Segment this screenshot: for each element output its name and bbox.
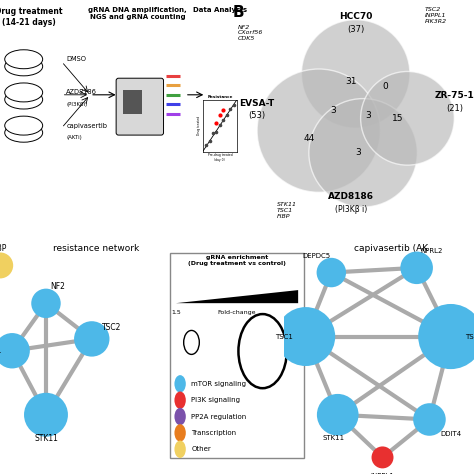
Circle shape [174, 392, 186, 409]
Polygon shape [176, 290, 298, 303]
Point [88, 335, 96, 343]
Circle shape [301, 20, 410, 128]
Circle shape [361, 72, 454, 165]
Text: NF2
CXorf56
CDK5: NF2 CXorf56 CDK5 [237, 25, 263, 41]
Text: (PI3Kβi): (PI3Kβi) [66, 102, 88, 107]
Circle shape [238, 314, 287, 388]
Text: DEPDC5: DEPDC5 [302, 253, 330, 259]
Text: gRNA DNA amplification,
NGS and gRNA counting: gRNA DNA amplification, NGS and gRNA cou… [88, 7, 187, 20]
Text: 3: 3 [356, 148, 361, 157]
Text: PI3K signaling: PI3K signaling [191, 397, 240, 403]
Text: Transcription: Transcription [191, 430, 237, 436]
Text: 0: 0 [383, 82, 388, 91]
FancyBboxPatch shape [170, 253, 304, 458]
Text: mTOR signaling: mTOR signaling [191, 381, 246, 387]
Circle shape [174, 424, 186, 442]
Text: 44: 44 [303, 134, 314, 143]
Point [42, 411, 50, 419]
Point [328, 269, 335, 276]
Circle shape [174, 375, 186, 392]
Ellipse shape [5, 123, 43, 142]
Circle shape [174, 408, 186, 425]
Text: Drug treatment
(14-21 days): Drug treatment (14-21 days) [0, 7, 62, 27]
Text: 1.5: 1.5 [171, 310, 181, 315]
Text: capivasertib: capivasertib [66, 123, 107, 128]
Text: TSC2: TSC2 [102, 323, 121, 331]
Text: capivasertib (AK: capivasertib (AK [354, 244, 428, 253]
Text: HCC70: HCC70 [339, 12, 373, 21]
Text: B: B [232, 5, 244, 20]
Circle shape [257, 69, 380, 192]
Text: resistance network: resistance network [53, 244, 139, 253]
Text: 3: 3 [331, 107, 337, 115]
FancyBboxPatch shape [116, 78, 164, 135]
Point [42, 300, 50, 307]
Text: (53): (53) [248, 111, 265, 120]
Text: 31: 31 [345, 77, 356, 86]
Text: STK11
TSC1
FIBP: STK11 TSC1 FIBP [277, 202, 297, 219]
Ellipse shape [5, 116, 43, 135]
Text: TSC1: TSC1 [275, 334, 293, 339]
Text: Other: Other [191, 446, 211, 452]
Point [334, 411, 341, 419]
Text: (PI3Kβ i): (PI3Kβ i) [335, 205, 367, 214]
Text: 3: 3 [365, 111, 371, 120]
Text: (21): (21) [446, 103, 463, 112]
Text: NPRL2: NPRL2 [420, 248, 443, 254]
Text: AZD8186: AZD8186 [328, 192, 374, 201]
Text: 15: 15 [392, 114, 403, 123]
Circle shape [174, 440, 186, 458]
Text: TSC2: TSC2 [465, 334, 474, 339]
Point [426, 416, 433, 423]
Point [447, 333, 455, 340]
Point [302, 333, 310, 340]
Text: NF2: NF2 [51, 283, 65, 291]
Text: DDIT4: DDIT4 [440, 431, 461, 437]
Text: Fold-change: Fold-change [218, 310, 256, 315]
Text: PP2A regulation: PP2A regulation [191, 413, 247, 419]
Point [379, 454, 386, 461]
Circle shape [183, 330, 199, 355]
Point [0, 262, 4, 269]
Text: 15: 15 [294, 310, 302, 315]
Text: (37): (37) [347, 25, 365, 34]
Point [413, 264, 420, 272]
Text: ZR-75-1: ZR-75-1 [434, 91, 474, 100]
Text: gRNA enrichment
(Drug treatment vs control): gRNA enrichment (Drug treatment vs contr… [188, 255, 286, 266]
Text: DMSO: DMSO [66, 56, 86, 62]
Text: STK11: STK11 [34, 434, 58, 443]
Text: FIBP: FIBP [0, 245, 6, 253]
Circle shape [309, 99, 417, 207]
Text: TSC1: TSC1 [0, 346, 2, 355]
Text: (AKTi): (AKTi) [66, 135, 82, 140]
Text: AZD8186: AZD8186 [66, 90, 97, 95]
Ellipse shape [5, 83, 43, 102]
Ellipse shape [5, 57, 43, 76]
FancyBboxPatch shape [123, 90, 142, 114]
Text: EVSA-T: EVSA-T [239, 99, 275, 108]
Text: TSC2
INPPL1
PIK3R2: TSC2 INPPL1 PIK3R2 [425, 8, 447, 24]
Ellipse shape [5, 50, 43, 69]
Text: STK11: STK11 [322, 436, 345, 441]
Point [9, 347, 16, 355]
Text: Data Analysis: Data Analysis [193, 7, 247, 13]
Ellipse shape [5, 90, 43, 109]
